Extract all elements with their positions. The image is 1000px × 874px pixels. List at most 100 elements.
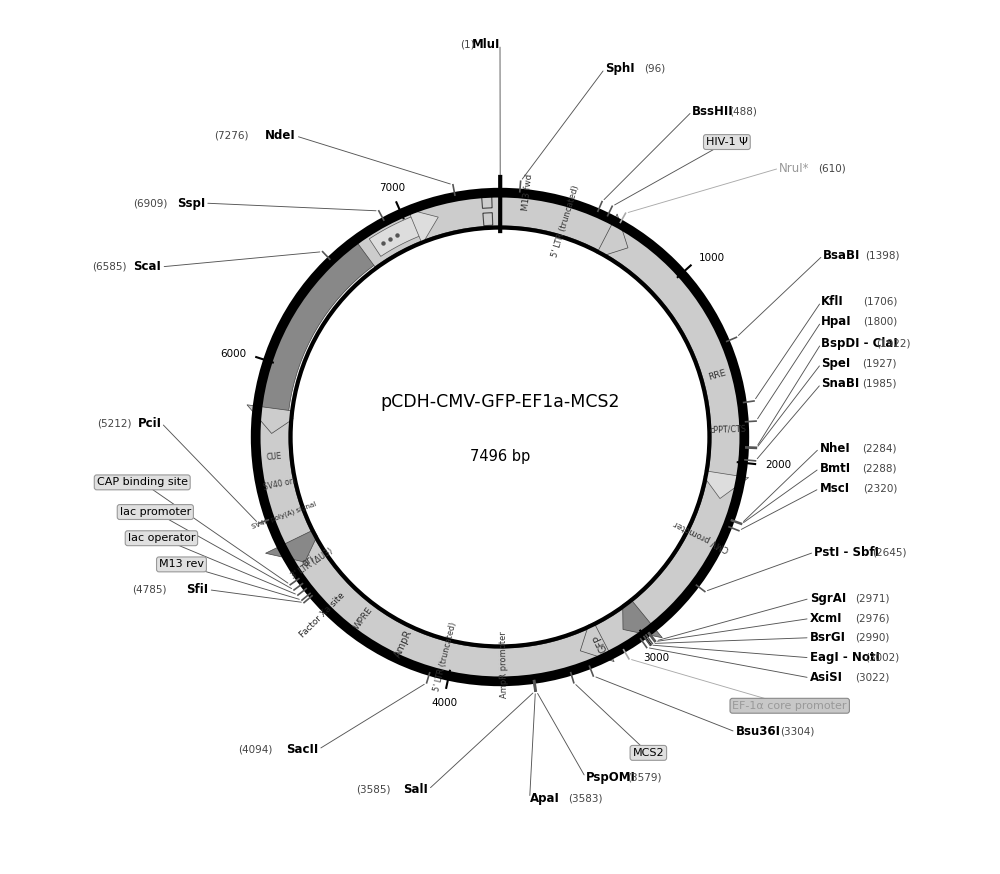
Text: PspOMI: PspOMI [586,771,635,784]
Polygon shape [594,214,628,259]
Text: (1985): (1985) [863,378,897,389]
Polygon shape [580,617,614,662]
Text: ScaI: ScaI [134,260,161,274]
Text: CMV promoter: CMV promoter [672,518,731,552]
Text: 7000: 7000 [379,183,405,193]
Text: (2971): (2971) [855,593,889,603]
Polygon shape [623,589,662,638]
Text: M13 rev: M13 rev [159,559,204,569]
Text: BmtI: BmtI [819,462,851,475]
Text: WPRE: WPRE [352,606,375,631]
Polygon shape [709,380,736,405]
Polygon shape [343,599,371,628]
Text: (1922): (1922) [876,338,910,349]
Text: SfiI: SfiI [186,583,209,596]
Text: NheI: NheI [819,442,850,454]
Text: SphI: SphI [605,62,634,75]
Text: (3579): (3579) [627,773,661,782]
Text: (3583): (3583) [568,794,603,803]
Text: Bsu36I: Bsu36I [736,725,781,739]
Text: MluI: MluI [472,38,500,51]
Text: (1927): (1927) [863,358,897,369]
Text: SspI: SspI [177,197,205,210]
Text: pCDH-CMV-GFP-EF1a-MCS2: pCDH-CMV-GFP-EF1a-MCS2 [380,393,620,411]
Text: 4000: 4000 [431,698,457,708]
Text: 2000: 2000 [766,460,792,470]
Text: (96): (96) [645,64,666,73]
Text: CAP binding site: CAP binding site [97,477,188,488]
Text: (1398): (1398) [865,251,900,260]
Text: SgrAI: SgrAI [810,592,846,605]
Text: AsiSI: AsiSI [810,671,843,684]
Text: 3000: 3000 [644,653,670,663]
Text: (1): (1) [460,39,474,49]
Text: 5' LTR (truncated): 5' LTR (truncated) [432,621,458,692]
Text: NruI*: NruI* [779,162,810,175]
Text: 6000: 6000 [220,349,246,359]
Polygon shape [628,485,738,630]
Polygon shape [357,609,385,638]
Text: (3002): (3002) [865,653,900,662]
Polygon shape [699,470,749,498]
Text: (7276): (7276) [214,131,248,141]
Text: SpeI: SpeI [821,357,850,371]
Text: (3022): (3022) [855,673,889,683]
Polygon shape [523,198,616,251]
Text: 5' LTR (truncated): 5' LTR (truncated) [551,184,581,258]
Text: AmpR promoter: AmpR promoter [499,631,509,698]
Polygon shape [709,434,741,481]
Polygon shape [593,607,646,654]
Text: (2976): (2976) [855,614,889,623]
Polygon shape [483,212,493,225]
Polygon shape [247,405,303,434]
Text: (610): (610) [818,163,846,173]
Text: (4785): (4785) [132,585,166,594]
Text: (2320): (2320) [863,483,897,494]
Text: ApaI: ApaI [530,792,560,805]
Text: M13 fwd: M13 fwd [521,174,534,212]
Text: MCS2: MCS2 [633,748,664,758]
Text: (3304): (3304) [780,727,814,737]
Text: (6909): (6909) [134,198,168,208]
Text: BsrGI: BsrGI [810,631,846,644]
Polygon shape [255,191,745,683]
Text: HIV-1 Ψ: HIV-1 Ψ [706,137,748,147]
Polygon shape [675,299,713,337]
Polygon shape [494,649,526,678]
Text: (1800): (1800) [863,316,897,327]
Text: 1000: 1000 [699,253,725,263]
Text: SnaBI: SnaBI [821,378,859,391]
Text: BssHII: BssHII [692,105,734,118]
Text: BsaBI: BsaBI [823,249,860,262]
Text: lac operator: lac operator [128,533,195,544]
Text: (2284): (2284) [863,443,897,454]
Polygon shape [308,564,332,587]
Text: SV40 poly(A) signal: SV40 poly(A) signal [251,501,318,531]
Polygon shape [423,639,462,674]
Polygon shape [369,215,423,256]
Text: BspDI - ClaI: BspDI - ClaI [821,337,898,350]
Text: 3' LTR (ΔU3): 3' LTR (ΔU3) [289,546,334,581]
Text: (488): (488) [730,107,757,116]
Polygon shape [482,195,492,208]
Text: ori: ori [300,554,316,569]
Text: HpaI: HpaI [821,316,852,329]
Text: (4094): (4094) [238,745,273,754]
Text: NdeI: NdeI [265,129,296,142]
Text: AmpR: AmpR [393,628,414,659]
Text: (6585): (6585) [92,262,127,272]
Text: GFP: GFP [592,632,609,653]
Circle shape [254,191,746,683]
Text: (3585): (3585) [356,785,391,794]
Text: (1706): (1706) [863,297,897,307]
Text: XcmI: XcmI [810,612,842,625]
Polygon shape [252,189,748,685]
Text: lac promoter: lac promoter [120,507,191,517]
Text: SalI: SalI [404,783,428,796]
Text: EagI - NotI: EagI - NotI [810,651,880,664]
Text: SV40 ori: SV40 ori [262,476,296,492]
Text: cPPT/CTS: cPPT/CTS [709,424,746,434]
Circle shape [293,230,707,644]
Polygon shape [266,526,322,562]
Text: RRE: RRE [707,368,727,382]
